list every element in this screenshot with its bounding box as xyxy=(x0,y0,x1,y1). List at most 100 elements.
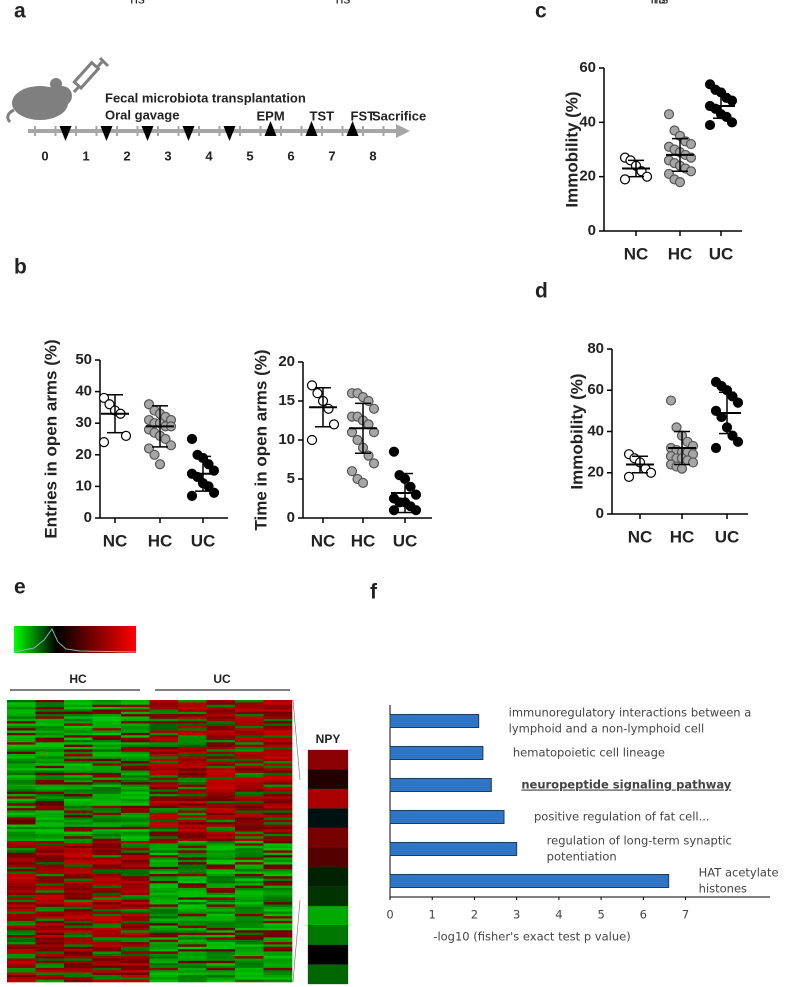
heatmap-cell xyxy=(178,883,207,886)
heatmap-cell xyxy=(121,824,150,828)
heatmap-cell xyxy=(235,939,264,943)
heatmap-cell xyxy=(263,979,293,983)
heatmap-cell xyxy=(7,848,36,851)
heatmap-cell xyxy=(92,857,122,861)
heatmap-cell xyxy=(149,935,179,938)
heatmap-cell xyxy=(35,728,65,731)
heatmap-cell xyxy=(64,850,93,854)
data-point xyxy=(671,422,682,433)
heatmap-cell xyxy=(35,725,65,729)
heatmap-cell xyxy=(92,855,122,858)
heatmap-cell xyxy=(92,784,122,788)
heatmap-cell xyxy=(7,763,36,767)
heatmap-cell xyxy=(92,782,122,785)
heatmap-cell xyxy=(178,714,207,717)
heatmap-cell xyxy=(206,711,236,715)
data-point xyxy=(120,430,132,441)
heatmap-cell xyxy=(235,871,264,875)
end-label: Sacrifice xyxy=(372,108,426,123)
heatmap-cell xyxy=(235,920,264,924)
x-tick-label: 3 xyxy=(513,908,520,922)
heatmap-cell xyxy=(35,925,65,929)
heatmap-cell xyxy=(64,754,93,757)
heatmap-cell xyxy=(178,796,207,799)
heatmap-cell xyxy=(121,866,150,870)
heatmap-cell xyxy=(178,779,207,783)
heatmap-cell xyxy=(263,777,293,781)
heatmap-cell xyxy=(206,909,236,912)
heatmap-cell xyxy=(206,930,236,933)
heatmap-cell xyxy=(64,707,93,710)
heatmap-cell xyxy=(92,972,122,976)
heatmap-cell xyxy=(206,796,236,799)
heatmap-cell xyxy=(178,939,207,943)
y-tick-label: 10 xyxy=(278,431,295,448)
heatmap-cell xyxy=(92,899,122,903)
heatmap-cell xyxy=(7,796,36,799)
heatmap-cell xyxy=(64,744,93,748)
heatmap-cell xyxy=(92,786,122,790)
heatmap-cell xyxy=(178,977,207,980)
heatmap-cell xyxy=(149,937,179,940)
heatmap-cell xyxy=(263,775,293,778)
heatmap-cell xyxy=(92,756,122,760)
heatmap-cell xyxy=(64,794,93,797)
heatmap-cell xyxy=(35,810,65,814)
heatmap-cell xyxy=(64,826,93,830)
heatmap-cell xyxy=(92,812,122,816)
data-point xyxy=(357,477,369,488)
heatmap-cell xyxy=(263,892,293,896)
heatmap-cell xyxy=(178,965,207,969)
heatmap-cell xyxy=(235,808,264,811)
heatmap-cell xyxy=(235,963,264,966)
heatmap-cell xyxy=(178,775,207,778)
heatmap-cell xyxy=(35,888,65,891)
heatmap-cell xyxy=(178,974,207,978)
heatmap-cell xyxy=(64,880,93,884)
heatmap-cell xyxy=(35,789,65,792)
heatmap-cell xyxy=(235,979,264,983)
heatmap-cell xyxy=(7,810,36,814)
heatmap-cell xyxy=(7,812,36,816)
heatmap-cell xyxy=(64,737,93,741)
heatmap-cell xyxy=(235,925,264,929)
x-tick-label: 2 xyxy=(471,908,478,922)
heatmap-cell xyxy=(235,866,264,870)
heatmap-cell xyxy=(92,852,122,856)
heatmap-cell xyxy=(35,960,65,964)
heatmap-cell xyxy=(64,979,93,983)
heatmap-cell xyxy=(178,732,207,736)
heatmap-cell xyxy=(7,960,36,964)
bar xyxy=(389,778,492,792)
heatmap-cell xyxy=(121,848,150,851)
heatmap-cell xyxy=(7,815,36,818)
data-point xyxy=(726,117,738,128)
heatmap-cell xyxy=(7,836,36,839)
heatmap-cell xyxy=(178,735,207,738)
heatmap-cell xyxy=(92,913,122,917)
heatmap-cell xyxy=(64,784,93,788)
heatmap-cell xyxy=(235,826,264,830)
heatmap-cell xyxy=(92,888,122,891)
heatmap-cell xyxy=(149,779,179,783)
heatmap-cell xyxy=(263,838,293,842)
heatmap-cell xyxy=(263,902,293,905)
heatmap-cell xyxy=(263,744,293,748)
heatmap-cell xyxy=(64,890,93,893)
heatmap-cell xyxy=(92,923,122,926)
heatmap-cell xyxy=(149,918,179,922)
heatmap-cell xyxy=(7,808,36,811)
heatmap-cell xyxy=(7,956,36,959)
x-tick-label: UC xyxy=(715,527,740,546)
heatmap-cell xyxy=(149,789,179,792)
heatmap-cell xyxy=(121,801,150,804)
heatmap-cell xyxy=(235,801,264,804)
heatmap-cell xyxy=(235,890,264,893)
heatmap-cell xyxy=(64,808,93,811)
x-tick-label: 1 xyxy=(429,908,436,922)
heatmap-cell xyxy=(121,927,150,931)
heatmap-cell xyxy=(64,848,93,851)
heatmap-cell xyxy=(7,817,36,821)
heatmap-cell xyxy=(121,918,150,922)
heatmap-cell xyxy=(235,883,264,886)
